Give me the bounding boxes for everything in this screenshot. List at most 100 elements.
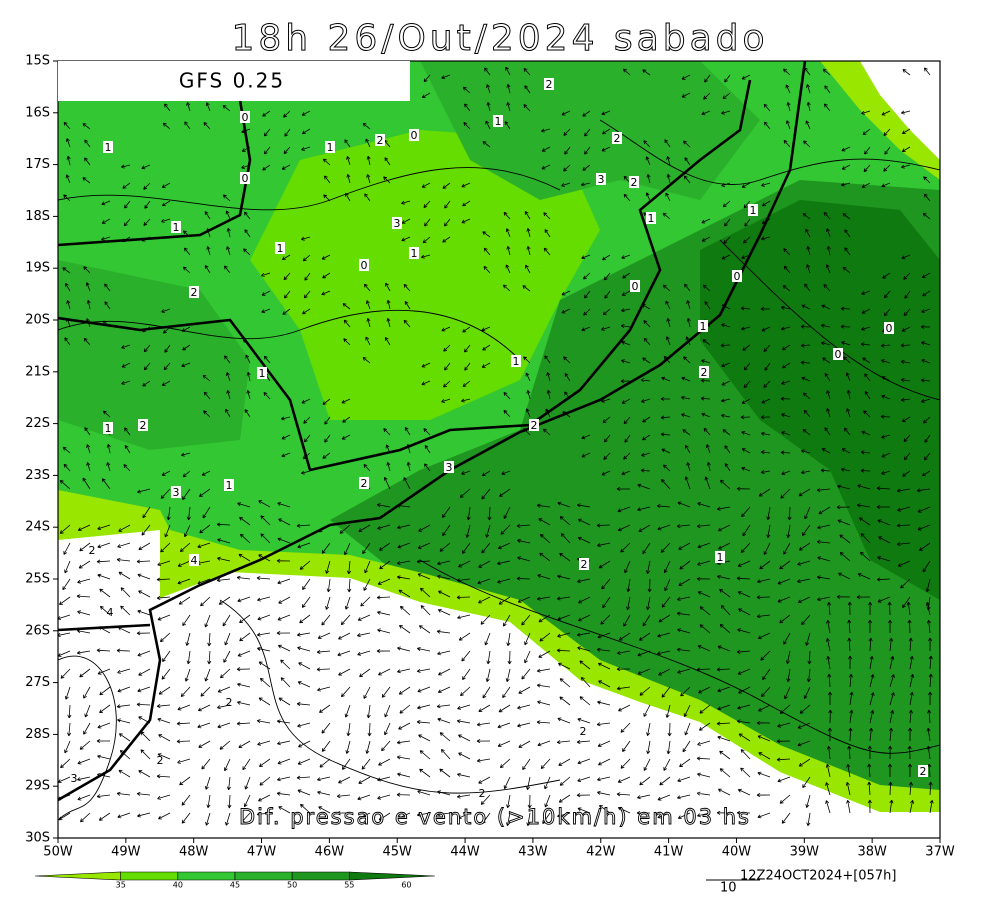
lat-label: 16S [25, 105, 50, 120]
lon-label: 39W [790, 845, 820, 860]
contour-label: 1 [105, 422, 112, 435]
contour-label-box [699, 366, 709, 378]
lat-label: 15S [25, 54, 50, 69]
colorbar-swatch [291, 871, 350, 881]
contour-label-box [715, 551, 725, 563]
shade-50 [420, 61, 760, 200]
contour-label: 4 [191, 554, 198, 567]
contour-label-box [511, 355, 521, 367]
contour-label: 3 [446, 461, 453, 474]
run-info: 12Z24OCT2024+[057h] [740, 869, 896, 884]
vector-scale-label: 10 [720, 881, 737, 896]
colorbar-label: 55 [344, 881, 354, 890]
contour-label: 3 [71, 772, 78, 785]
contour-label-box [409, 247, 419, 259]
contour-label-box [325, 141, 335, 153]
contour-label-box [359, 477, 369, 489]
contour-label: 0 [734, 270, 741, 283]
contour-label-box [579, 558, 589, 570]
contour-label: 1 [513, 355, 520, 368]
lat-label: 24S [25, 520, 50, 535]
shade-60 [700, 200, 940, 600]
contour-label: 2 [614, 132, 621, 145]
contour-label: 1 [327, 141, 334, 154]
contour-label-box [748, 204, 758, 216]
contour-label: 1 [700, 320, 707, 333]
contour-label: 1 [411, 247, 418, 260]
contour-label-box [732, 270, 742, 282]
contour-label: 1 [648, 212, 655, 225]
shade-50 [58, 260, 250, 450]
contour-label-box [596, 173, 606, 185]
contour-label-box [698, 320, 708, 332]
lon-label: 49W [111, 845, 141, 860]
contour-label-box [629, 176, 639, 188]
colorbar-swatch [120, 871, 179, 881]
lat-label: 26S [25, 623, 50, 638]
contour-label-box [409, 129, 419, 141]
contour-label-box [189, 286, 199, 298]
contour-label-box [918, 765, 928, 777]
contour-label: 1 [717, 551, 724, 564]
lon-label: 37W [925, 845, 955, 860]
lon-label: 40W [722, 845, 752, 860]
contour-label-box [884, 322, 894, 334]
contour-label-box [171, 486, 181, 498]
contour-label: 0 [835, 348, 842, 361]
colorbar-label: 40 [173, 881, 183, 890]
lat-label: 22S [25, 416, 50, 431]
colorbar-swatch [348, 871, 436, 881]
lat-label: 19S [25, 261, 50, 276]
title: 18h 26/Out/2024 sabado [231, 18, 768, 59]
contour-label: 1 [226, 479, 233, 492]
lon-label: 45W [383, 845, 413, 860]
contour-label-box [833, 348, 843, 360]
contour-label-box [224, 479, 234, 491]
lat-label: 28S [25, 727, 50, 742]
contour-label: 2 [581, 558, 588, 571]
contour-label: 4 [107, 606, 114, 619]
contour-label: 3 [394, 217, 401, 230]
contour-label: 0 [242, 172, 249, 185]
contour-label: 3 [173, 486, 180, 499]
contour-label-box [493, 115, 503, 127]
lon-label: 38W [857, 845, 887, 860]
contour-label-box [544, 78, 554, 90]
contour-label: 2 [89, 544, 96, 557]
lon-label: 42W [586, 845, 616, 860]
contour-label: 2 [701, 366, 708, 379]
contour-label: 1 [277, 242, 284, 255]
contour-label-box [529, 419, 539, 431]
contour-label: 2 [140, 419, 147, 432]
lon-label: 41W [654, 845, 684, 860]
lon-label: 47W [247, 845, 277, 860]
contour-label: 2 [920, 765, 927, 778]
contour-label: 2 [580, 725, 587, 738]
isobars [58, 119, 940, 821]
contour-label-box [240, 172, 250, 184]
lat-label: 20S [25, 313, 50, 328]
contour-label: 0 [632, 280, 639, 293]
lat-label: 30S [25, 831, 50, 846]
lat-label: 21S [25, 364, 50, 379]
colorbar-swatch [234, 871, 293, 881]
contour-label-box [630, 280, 640, 292]
contour-label: 2 [157, 754, 164, 767]
lat-label: 25S [25, 572, 50, 587]
contour-label: 2 [631, 176, 638, 189]
contour-label-box [375, 134, 385, 146]
contour-label: 2 [377, 134, 384, 147]
contour-label: 3 [598, 173, 605, 186]
contour-label-box [359, 259, 369, 271]
lat-label: 23S [25, 468, 50, 483]
contour-label: 0 [411, 129, 418, 142]
shade-40 [250, 130, 600, 420]
contour-label-box [612, 132, 622, 144]
model-label: GFS 0.25 [179, 69, 285, 93]
contour-label-box [240, 111, 250, 123]
contour-label-box [257, 367, 267, 379]
colorbar-label: 50 [287, 881, 297, 890]
contour-label: 1 [259, 367, 266, 380]
lon-label: 50W [43, 845, 73, 860]
